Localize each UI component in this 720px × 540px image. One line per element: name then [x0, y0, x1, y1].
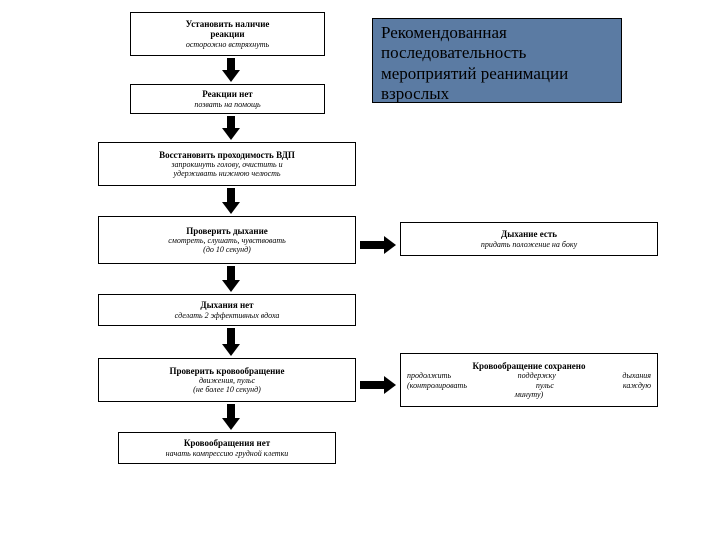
node-line: движения, пульс — [99, 376, 355, 385]
node-line: продолжить поддержку дыхания — [401, 371, 657, 380]
node-line: придать положение на боку — [401, 240, 657, 249]
node-line: позвать на помощь — [131, 100, 324, 109]
flowchart-node-b3: Восстановить проходимость ВДПзапрокинуть… — [98, 142, 356, 186]
node-line: Проверить дыхание — [99, 226, 355, 236]
flowchart-node-b6: Проверить кровообращениедвижения, пульс(… — [98, 358, 356, 402]
node-line: Проверить кровообращение — [99, 366, 355, 376]
arrow-right-1 — [360, 376, 396, 394]
node-line: смотреть, слушать, чувствовать — [99, 236, 355, 245]
node-line: Дыхания нет — [99, 300, 355, 310]
node-line: запрокинуть голову, очистить и — [99, 160, 355, 169]
node-line: Установить наличие — [131, 19, 324, 29]
node-line: (не более 10 секунд) — [99, 385, 355, 394]
arrow-down-2 — [222, 188, 240, 214]
node-line: начать компрессию грудной клетки — [119, 449, 335, 458]
arrow-down-0 — [222, 58, 240, 82]
node-line: минуту) — [401, 390, 657, 399]
node-line: (до 10 секунд) — [99, 245, 355, 254]
flowchart-node-b4r: Дыхание естьпридать положение на боку — [400, 222, 658, 256]
node-line: Реакции нет — [131, 89, 324, 99]
node-line: Дыхание есть — [401, 229, 657, 239]
flowchart-node-b5: Дыхания нетсделать 2 эффективных вдоха — [98, 294, 356, 326]
flowchart-node-b1: Установить наличиереакцииосторожно встря… — [130, 12, 325, 56]
title-box: Рекомендованная последовательность мероп… — [372, 18, 622, 103]
node-line: Восстановить проходимость ВДП — [99, 150, 355, 160]
arrow-down-4 — [222, 328, 240, 356]
node-line: сделать 2 эффективных вдоха — [99, 311, 355, 320]
arrow-down-3 — [222, 266, 240, 292]
flowchart-canvas: Рекомендованная последовательность мероп… — [0, 0, 720, 540]
node-line: осторожно встряхнуть — [131, 40, 324, 49]
flowchart-node-b2: Реакции нетпозвать на помощь — [130, 84, 325, 114]
arrow-right-0 — [360, 236, 396, 254]
node-line: (контролировать пульс каждую — [401, 381, 657, 390]
flowchart-node-b4: Проверить дыханиесмотреть, слушать, чувс… — [98, 216, 356, 264]
node-line: Кровообращение сохранено — [401, 361, 657, 371]
flowchart-node-b6r: Кровообращение сохраненопродолжить подде… — [400, 353, 658, 407]
node-line: реакции — [131, 29, 324, 39]
arrow-down-1 — [222, 116, 240, 140]
flowchart-node-b7: Кровообращения нетначать компрессию груд… — [118, 432, 336, 464]
node-line: Кровообращения нет — [119, 438, 335, 448]
node-line: удерживать нижнюю челюсть — [99, 169, 355, 178]
arrow-down-5 — [222, 404, 240, 430]
